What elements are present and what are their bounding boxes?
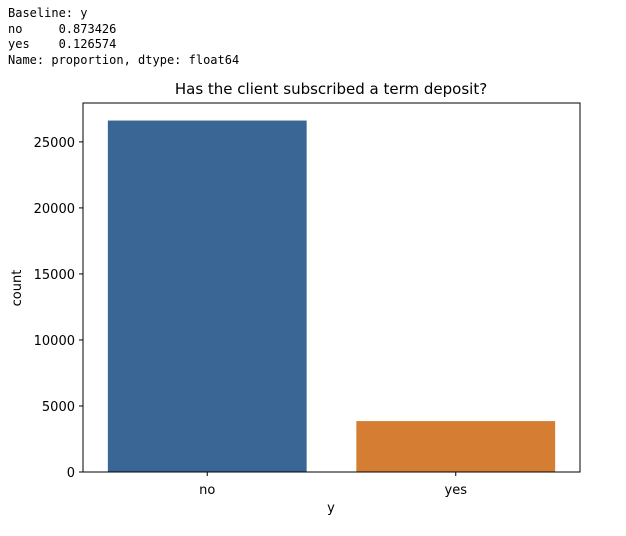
y-axis-label: count (10, 270, 25, 307)
x-axis-label: y (327, 501, 335, 516)
console-line-no: no 0.873426 (8, 21, 117, 36)
plot-frame (82, 102, 581, 473)
console-line-dtype: Name: proportion, dtype: float64 (8, 52, 240, 67)
chart-title: Has the client subscribed a term deposit… (175, 80, 487, 98)
console-output: Baseline: y no 0.873426 yes 0.126574 Name: … (8, 6, 239, 68)
bar-no (107, 120, 307, 472)
x-tick-label-no: no (199, 483, 215, 498)
y-tick-label-0: 0 (67, 466, 75, 481)
bars-group (107, 120, 556, 472)
x-tick-label-yes: yes (445, 483, 468, 498)
y-axis: 0 5000 10000 15000 20000 25000 (34, 136, 83, 481)
y-tick-label-20000: 20000 (34, 202, 75, 217)
console-line-baseline: Baseline: y (8, 6, 88, 20)
y-tick-label-10000: 10000 (34, 334, 75, 349)
bar-yes (356, 421, 556, 472)
y-tick-label-25000: 25000 (34, 136, 75, 151)
y-tick-label-5000: 5000 (42, 400, 75, 415)
x-axis: no yes (199, 472, 467, 498)
y-tick-label-15000: 15000 (34, 268, 75, 283)
console-line-yes: yes 0.126574 (8, 37, 117, 51)
